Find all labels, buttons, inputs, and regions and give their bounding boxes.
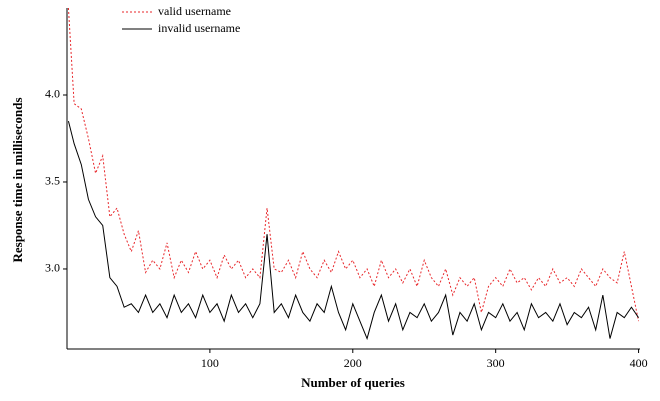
legend-label: valid username: [158, 4, 231, 18]
legend-label: invalid username: [158, 21, 240, 35]
x-axis-title: Number of queries: [301, 375, 405, 390]
y-axis-title: Response time in milliseconds: [10, 97, 25, 262]
y-tick-label: 4.0: [45, 87, 60, 101]
series-line: [67, 7, 640, 322]
x-tick-label: 100: [201, 356, 219, 370]
x-tick-label: 400: [630, 356, 648, 370]
series-line: [67, 120, 639, 341]
y-tick-label: 3.5: [45, 174, 60, 188]
y-tick-label: 3.0: [45, 261, 60, 275]
x-tick-label: 200: [344, 356, 362, 370]
x-tick-label: 300: [487, 356, 505, 370]
